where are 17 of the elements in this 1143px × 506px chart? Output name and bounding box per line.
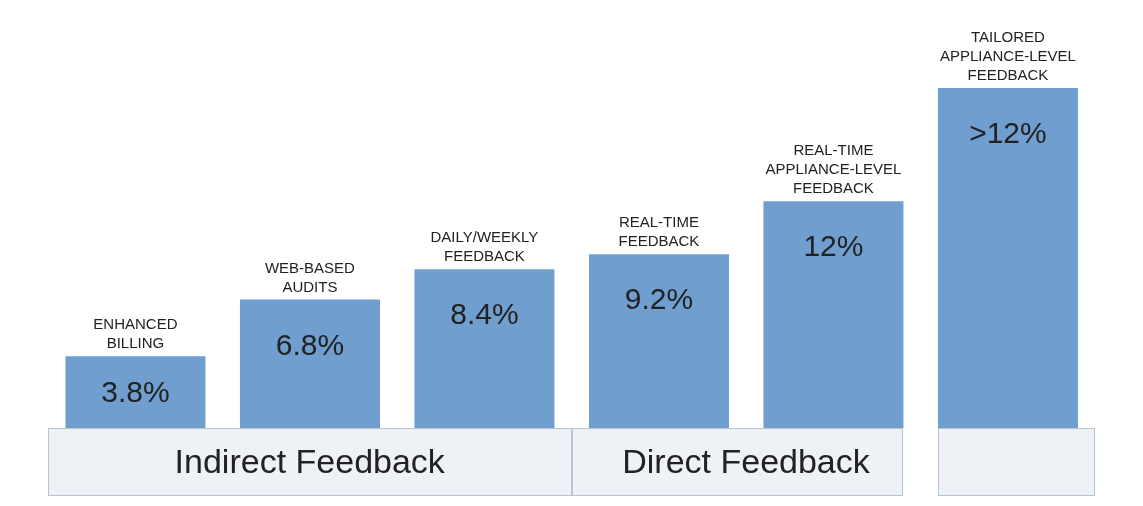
data-label: >12% — [969, 116, 1047, 149]
data-label: 8.4% — [450, 297, 519, 331]
data-label: 12% — [803, 229, 864, 263]
x-tick-label: ENHANCED BILLING — [93, 315, 178, 352]
data-label: 6.8% — [275, 327, 345, 361]
bar — [65, 356, 206, 428]
data-label: 9.2% — [624, 282, 694, 316]
bar — [414, 269, 555, 428]
text: Direct Feedback — [621, 442, 871, 481]
data-label: 3.8% — [101, 375, 170, 409]
x-tick-label: REAL-TIME FEEDBACK — [618, 213, 700, 250]
x-tick-label: TAILORED APPLIANCE-LEVEL FEEDBACK — [940, 28, 1076, 83]
text: Indirect Feedback — [173, 442, 446, 481]
x-tick-label: REAL-TIME APPLIANCE-LEVEL FEEDBACK — [765, 141, 902, 197]
bar — [239, 299, 380, 428]
x-tick-label: DAILY/WEEKLY FEEDBACK — [430, 228, 539, 265]
x-tick-label: WEB-BASED AUDITS — [264, 258, 356, 295]
